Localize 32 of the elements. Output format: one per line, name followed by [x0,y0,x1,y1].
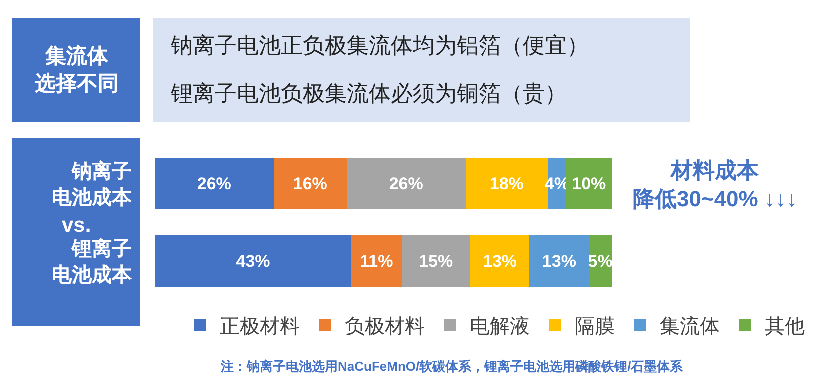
bar [470,235,530,288]
text: 锂离子电池负极集流体必须为铜箔（贵） [170,81,567,106]
text: 集流体选择不同 [34,44,119,96]
data-label: 16% [293,174,328,194]
legend-label: 负极材料 [345,316,425,338]
data-label: 26% [389,174,424,194]
data-label: 15% [419,252,454,271]
legend-label: 正极材料 [220,316,300,338]
data-label: 13% [483,252,518,271]
legend-label: 其他 [765,316,805,338]
text: 钠离子电池正负极集流体均为铝箔（便宜） [170,33,589,58]
data-label: 43% [236,252,270,271]
y-tick-label: 钠离子电池成本 [52,160,133,209]
bar [274,158,347,210]
data-label: 10% [572,174,606,194]
legend-label: 电解液 [470,316,530,338]
y-tick-label: 锂离子电池成本 [52,237,133,286]
bar [155,158,274,210]
bar [530,235,590,288]
data-label: 13% [542,252,576,271]
data-label: 18% [490,174,524,194]
bar [346,158,466,210]
bar [402,235,470,288]
bar [155,235,352,288]
text: 材料成本降低30~40% ↓↓↓ [633,158,798,212]
data-label: 11% [360,252,394,271]
bar [352,235,402,288]
legend-label: 集流体 [660,316,720,338]
legend-label: 隔膜 [575,316,615,338]
data-label: 26% [197,174,232,194]
text: vs. [62,214,92,237]
text: 注：钠离子电池选用NaCuFeMnO/软碳体系，锂离子电池选用磷酸铁锂/石墨体系 [220,359,684,374]
